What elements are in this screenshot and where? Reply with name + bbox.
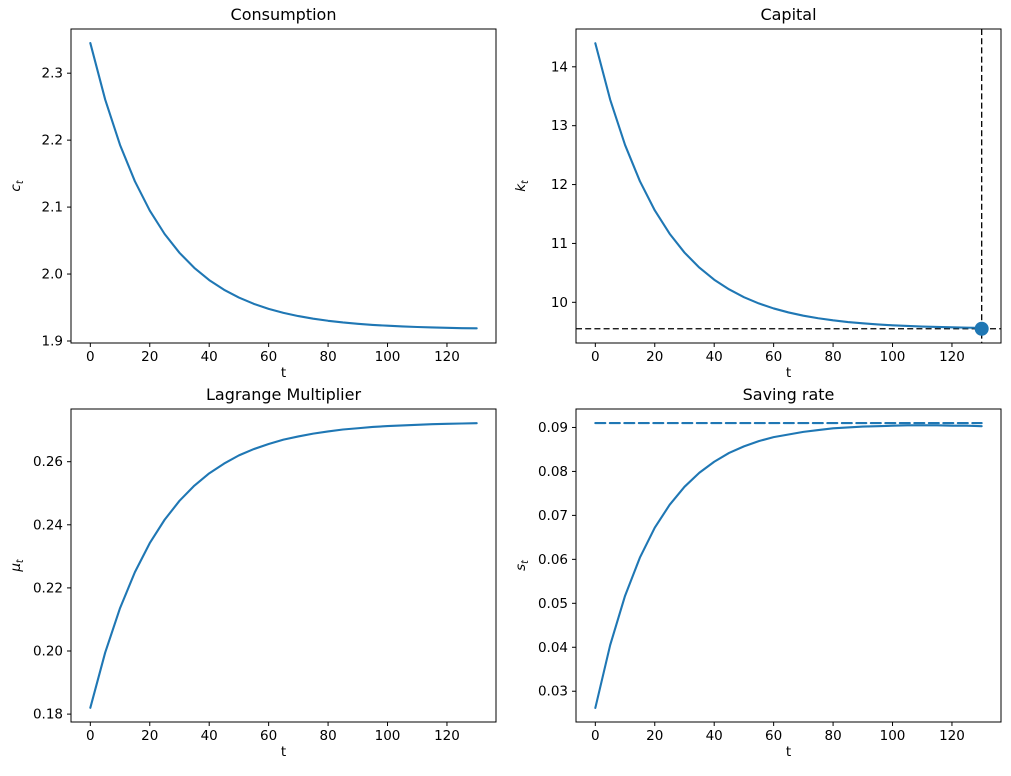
- subplot-title: Lagrange Multiplier: [206, 388, 361, 404]
- y-tick-label: 0.03: [538, 684, 568, 700]
- capital-path: [594, 42, 983, 329]
- x-tick-label: 80: [319, 728, 336, 744]
- x-tick-label: 0: [591, 349, 600, 365]
- x-tick-label: 60: [260, 728, 277, 744]
- x-tick-label: 40: [201, 349, 218, 365]
- x-axis-label: t: [786, 744, 791, 760]
- x-tick-label: 120: [434, 349, 460, 365]
- subplot-title: Saving rate: [743, 388, 835, 404]
- x-tick-label: 20: [141, 349, 158, 365]
- x-tick-label: 100: [375, 728, 401, 744]
- y-axis-label: ct: [8, 179, 26, 191]
- x-tick-label: 120: [434, 728, 460, 744]
- x-tick-label: 120: [939, 728, 965, 744]
- y-tick-label: 0.07: [538, 508, 568, 524]
- y-tick-label: 0.24: [33, 517, 63, 533]
- y-tick-label: 14: [551, 59, 568, 75]
- y-tick-label: 0.08: [538, 464, 568, 480]
- y-axis-label-subscript: t: [15, 558, 26, 563]
- x-tick-label: 20: [646, 728, 663, 744]
- y-tick-label: 0.06: [538, 552, 568, 568]
- y-axis-label-main: μ: [8, 563, 24, 573]
- y-axis-label-main: s: [513, 564, 529, 571]
- x-tick-label: 80: [824, 728, 841, 744]
- x-tick-label: 40: [706, 728, 723, 744]
- x-axis-label: t: [786, 365, 791, 381]
- x-tick-label: 60: [765, 728, 782, 744]
- x-tick-label: 0: [86, 728, 95, 744]
- y-tick-label: 1.9: [42, 333, 63, 349]
- x-axis-label: t: [281, 744, 286, 760]
- y-tick-label: 2.1: [42, 200, 63, 216]
- x-tick-label: 80: [319, 349, 336, 365]
- y-axis-label-main: c: [8, 184, 24, 192]
- y-tick-label: 0.18: [33, 707, 63, 723]
- axes-spines: [70, 408, 497, 723]
- lagrange-multiplier-path: [89, 422, 478, 709]
- y-tick-label: 0.04: [538, 640, 568, 656]
- y-axis-label-subscript: t: [520, 179, 531, 184]
- x-tick-label: 60: [260, 349, 277, 365]
- consumption-path: [89, 42, 478, 330]
- y-axis-label-subscript: t: [520, 559, 531, 564]
- y-tick-label: 11: [551, 236, 568, 252]
- y-tick-label: 0.05: [538, 596, 568, 612]
- y-tick-label: 2.2: [42, 133, 63, 149]
- steady-state-dot: [974, 321, 989, 336]
- axes-spines: [70, 28, 497, 344]
- x-tick-label: 100: [880, 728, 906, 744]
- x-tick-label: 60: [765, 349, 782, 365]
- subplot-title: Consumption: [231, 5, 337, 24]
- subplot-saving-rate: 0 20 40 60 80 100 120 0.03 0.04 0.05 0.06 0.07 0.08 0…: [513, 388, 1002, 760]
- y-tick-label: 0.26: [33, 454, 63, 470]
- y-axis-label: μt: [8, 558, 26, 573]
- subplot-title: Capital: [760, 5, 816, 24]
- x-tick-label: 20: [141, 728, 158, 744]
- x-tick-label: 100: [375, 349, 401, 365]
- axes-spines: [575, 28, 1002, 344]
- y-tick-label: 0.22: [33, 580, 63, 596]
- x-tick-label: 40: [201, 728, 218, 744]
- y-tick-label: 0.20: [33, 644, 63, 660]
- x-tick-label: 0: [86, 349, 95, 365]
- x-tick-label: 0: [591, 728, 600, 744]
- y-tick-label: 12: [551, 177, 568, 193]
- x-tick-label: 80: [824, 349, 841, 365]
- y-axis-label-main: k: [513, 183, 529, 192]
- x-tick-label: 20: [646, 349, 663, 365]
- x-tick-label: 100: [880, 349, 906, 365]
- y-axis-label-subscript: t: [15, 179, 26, 184]
- y-axis-label: kt: [513, 179, 531, 192]
- x-tick-label: 120: [939, 349, 965, 365]
- saving-rate-path: [594, 424, 983, 709]
- axes-spines: [575, 408, 1002, 723]
- y-tick-label: 10: [551, 295, 568, 311]
- subplot-lagrange-multiplier: 0 20 40 60 80 100 120 0.18 0.20 0.22 0.24 0.26 Lagra…: [8, 388, 497, 760]
- subplot-consumption: 0 20 40 60 80 100 120 1.9 2.0 2.1 2.2 2.3 Consumptio…: [8, 5, 497, 381]
- y-axis-label: st: [513, 559, 531, 571]
- x-tick-label: 40: [706, 349, 723, 365]
- y-tick-label: 0.09: [538, 420, 568, 436]
- x-axis-label: t: [281, 365, 286, 381]
- y-tick-label: 13: [551, 118, 568, 134]
- y-tick-label: 2.3: [42, 66, 63, 82]
- y-tick-label: 2.0: [42, 267, 63, 283]
